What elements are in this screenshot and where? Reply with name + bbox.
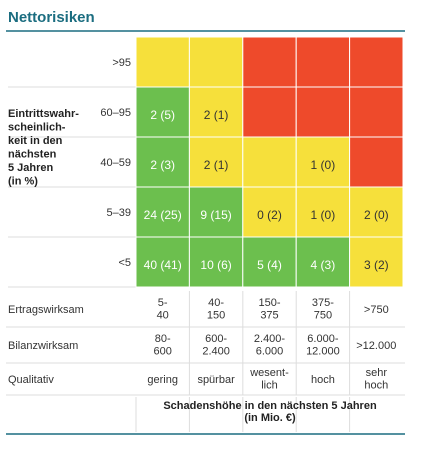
scale-value-line: 2.400 [202,346,230,358]
cell-label: 40 (41) [144,258,182,272]
scale-value: 375-750 [312,297,334,322]
cell-label: 4 (3) [311,258,336,272]
cell-label: 1 (0) [311,208,336,222]
scale-value: >12.000 [356,340,396,352]
scale-value: 150-375 [258,297,280,322]
cell [295,236,351,288]
scale-value-line: 375- [312,297,334,309]
scale-value-line: 600- [205,333,227,345]
row-label: 60–95 [100,107,131,119]
cell [349,36,404,88]
cell-label: 1 (0) [311,158,336,172]
scale-value: 5-40 [157,297,169,322]
x-axis-caption: (in Mio. €) [244,412,296,424]
cell [349,86,404,138]
y-axis-label: (in %) [8,176,38,188]
row-label: 40–59 [100,157,131,169]
cell [295,136,351,188]
scale-value: sehr hoch [364,367,388,392]
cell-label: 24 (25) [144,208,182,222]
y-axis-label: scheinlich- [8,122,66,134]
scale-value: gering [147,374,178,386]
cell-label: 9 (15) [200,208,231,222]
cell [242,186,297,238]
cell [349,136,404,188]
cell [349,236,404,288]
scale-value-line: 600 [154,346,172,358]
scale-value-line: 5- [158,297,168,309]
scale-value-line: 750 [314,310,332,322]
scale-value-line: 80- [155,333,171,345]
x-axis-caption: Schadenshöhe in den nächsten 5 Jahren [163,400,377,412]
scale-value-line: 6.000 [256,346,284,358]
cell [242,136,297,188]
scale-value-line: 6.000- [307,333,339,345]
cell [188,36,244,88]
scale-value-line: wesent- [249,367,289,379]
scale-row-label: Bilanzwirksam [8,340,78,352]
cell [135,86,190,138]
scale-value: 80-600 [154,333,172,358]
cell [135,236,190,288]
cell-label: 0 (2) [257,208,282,222]
row-label: 5–39 [107,207,131,219]
scale-value-line: 375 [260,310,278,322]
scale-value-line: >750 [364,304,389,316]
cell [295,36,351,88]
scale-value-line: 40- [208,297,224,309]
scale-value: spürbar [197,374,235,386]
scale-value: 40-150 [207,297,225,322]
scale-value-line: sehr [366,367,388,379]
y-axis-label: keit in den [8,135,63,147]
cell [135,36,190,88]
scale-value-line: 40 [157,310,169,322]
scale-row-label: Ertragswirksam [8,304,84,316]
cell [295,86,351,138]
cell [242,86,297,138]
cell-label: 10 (6) [200,258,231,272]
scale-value-line: gering [147,374,178,386]
cell-label: 2 (1) [204,108,229,122]
cell [135,136,190,188]
scale-value-line: 150- [258,297,280,309]
cell-label: 2 (3) [150,158,175,172]
cell [349,186,404,238]
row-label: <5 [118,257,131,269]
row-label: >95 [112,57,131,69]
cell-label: 2 (1) [204,158,229,172]
scale-value: wesent-lich [249,367,289,392]
cell [242,236,297,288]
cell-label: 2 (0) [364,208,389,222]
scale-value-line: hoch [364,380,388,392]
cell-label: 3 (2) [364,258,389,272]
cell [242,36,297,88]
scale-value-line: 12.000 [306,346,340,358]
scale-value-line: >12.000 [356,340,396,352]
scale-value: >750 [364,304,389,316]
cell-label: 5 (4) [257,258,282,272]
cell [188,186,244,238]
scale-value-line: 150 [207,310,225,322]
scale-value-line: spürbar [197,374,235,386]
title: Nettorisiken [8,9,95,26]
scale-row-label: Qualitativ [8,374,54,386]
y-axis-label: 5 Jahren [8,162,54,174]
cell [135,186,190,238]
scale-value-line: 2.400- [254,333,286,345]
scale-value: 2.400-6.000 [254,333,286,358]
cell-label: 2 (5) [150,108,175,122]
scale-value-line: lich [261,380,278,392]
scale-value-line: hoch [311,374,335,386]
y-axis-label: Eintrittswahr- [8,108,79,120]
scale-value: 6.000-12.000 [306,333,340,358]
scale-value: hoch [311,374,335,386]
scale-value: 600-2.400 [202,333,230,358]
y-axis-label: nächsten [8,149,57,161]
